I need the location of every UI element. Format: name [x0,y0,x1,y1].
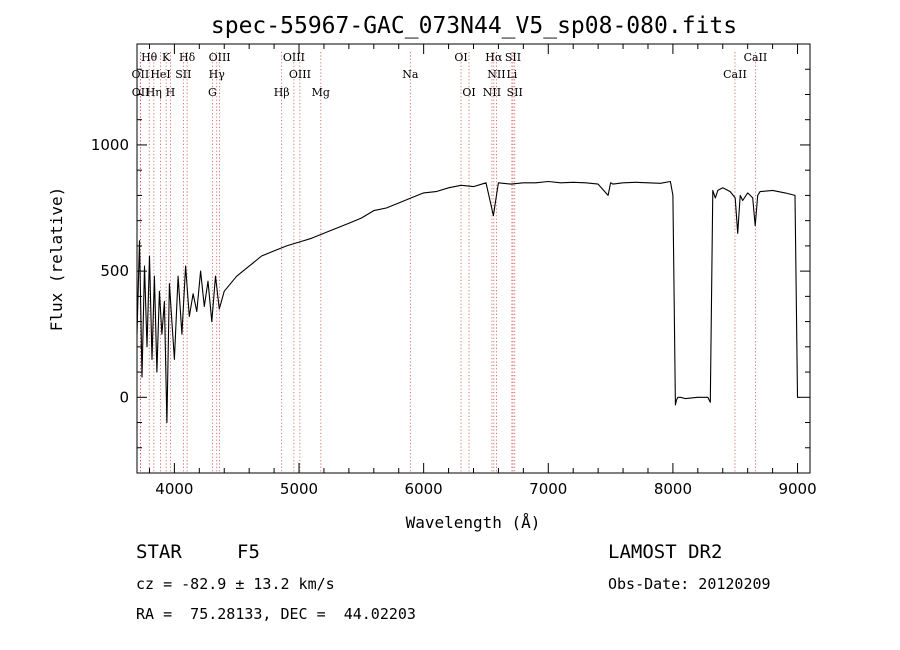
spectral-line-label: OII [132,86,150,99]
spectral-line-label: OIII [289,68,311,81]
y-axis-ticks: 0 500 1000 [91,43,810,474]
spectral-line-label: SII [175,68,191,81]
chart-title: spec-55967-GAC_073N44_V5_sp08-080.fits [211,13,737,39]
spectral-line-label: Li [506,68,517,81]
spectral-line-label: Hγ [209,68,226,81]
redshift-cz: cz = -82.9 ± 13.2 km/s [136,575,335,593]
spectral-line-label: Hη [146,86,162,99]
spectral-line-label: HeI [150,68,170,81]
spectral-line-markers [139,52,756,473]
x-tick-label: 4000 [155,480,193,498]
x-tick-label: 5000 [280,480,318,498]
spectral-line-label: OIII [283,51,305,64]
spectral-line-label: SII [505,51,521,64]
x-tick-label: 6000 [405,480,443,498]
spectral-line-label: Hδ [179,51,196,64]
x-axis-ticks: 4000 5000 6000 7000 8000 9000 [148,44,817,498]
object-type: STAR [136,541,182,563]
spectral-line-label: NII [487,68,505,81]
spectral-line-label: SII [507,86,523,99]
spectral-line-label: CaII [723,68,747,81]
spectral-line-label: OIII [209,51,231,64]
spectrum-line [136,180,800,424]
spectral-line-label: OII [132,68,150,81]
spectral-line-label: NII [483,86,501,99]
plot-frame [136,43,811,474]
spectral-line-label: Na [402,68,419,81]
survey-name: LAMOST DR2 [608,541,723,563]
sky-coordinates: RA = 75.28133, DEC = 44.02203 [136,605,416,623]
spectral-line-label: OI [454,51,467,64]
object-subclass: F5 [237,541,260,563]
x-axis-label: Wavelength (Å) [406,513,541,532]
y-tick-label: 0 [119,388,129,406]
spectral-line-label: Hβ [274,86,290,99]
spectral-line-label: Hθ [141,51,158,64]
x-tick-label: 7000 [529,480,567,498]
spectral-line-label: Hα [485,51,503,64]
spectrum-series [136,180,800,424]
spectral-line-label: K [162,51,171,64]
spectral-line-label: Mg [312,86,330,99]
spectral-line-label: H [166,86,176,99]
spectral-line-label: G [208,86,217,99]
observation-date: Obs-Date: 20120209 [608,575,771,593]
x-tick-label: 9000 [778,480,816,498]
y-tick-label: 500 [100,262,129,280]
y-tick-label: 1000 [91,136,129,154]
spectral-line-label: CaII [744,51,768,64]
y-axis-label: Flux (relative) [47,187,66,332]
spectral-line-label: OI [462,86,475,99]
x-tick-label: 8000 [654,480,692,498]
